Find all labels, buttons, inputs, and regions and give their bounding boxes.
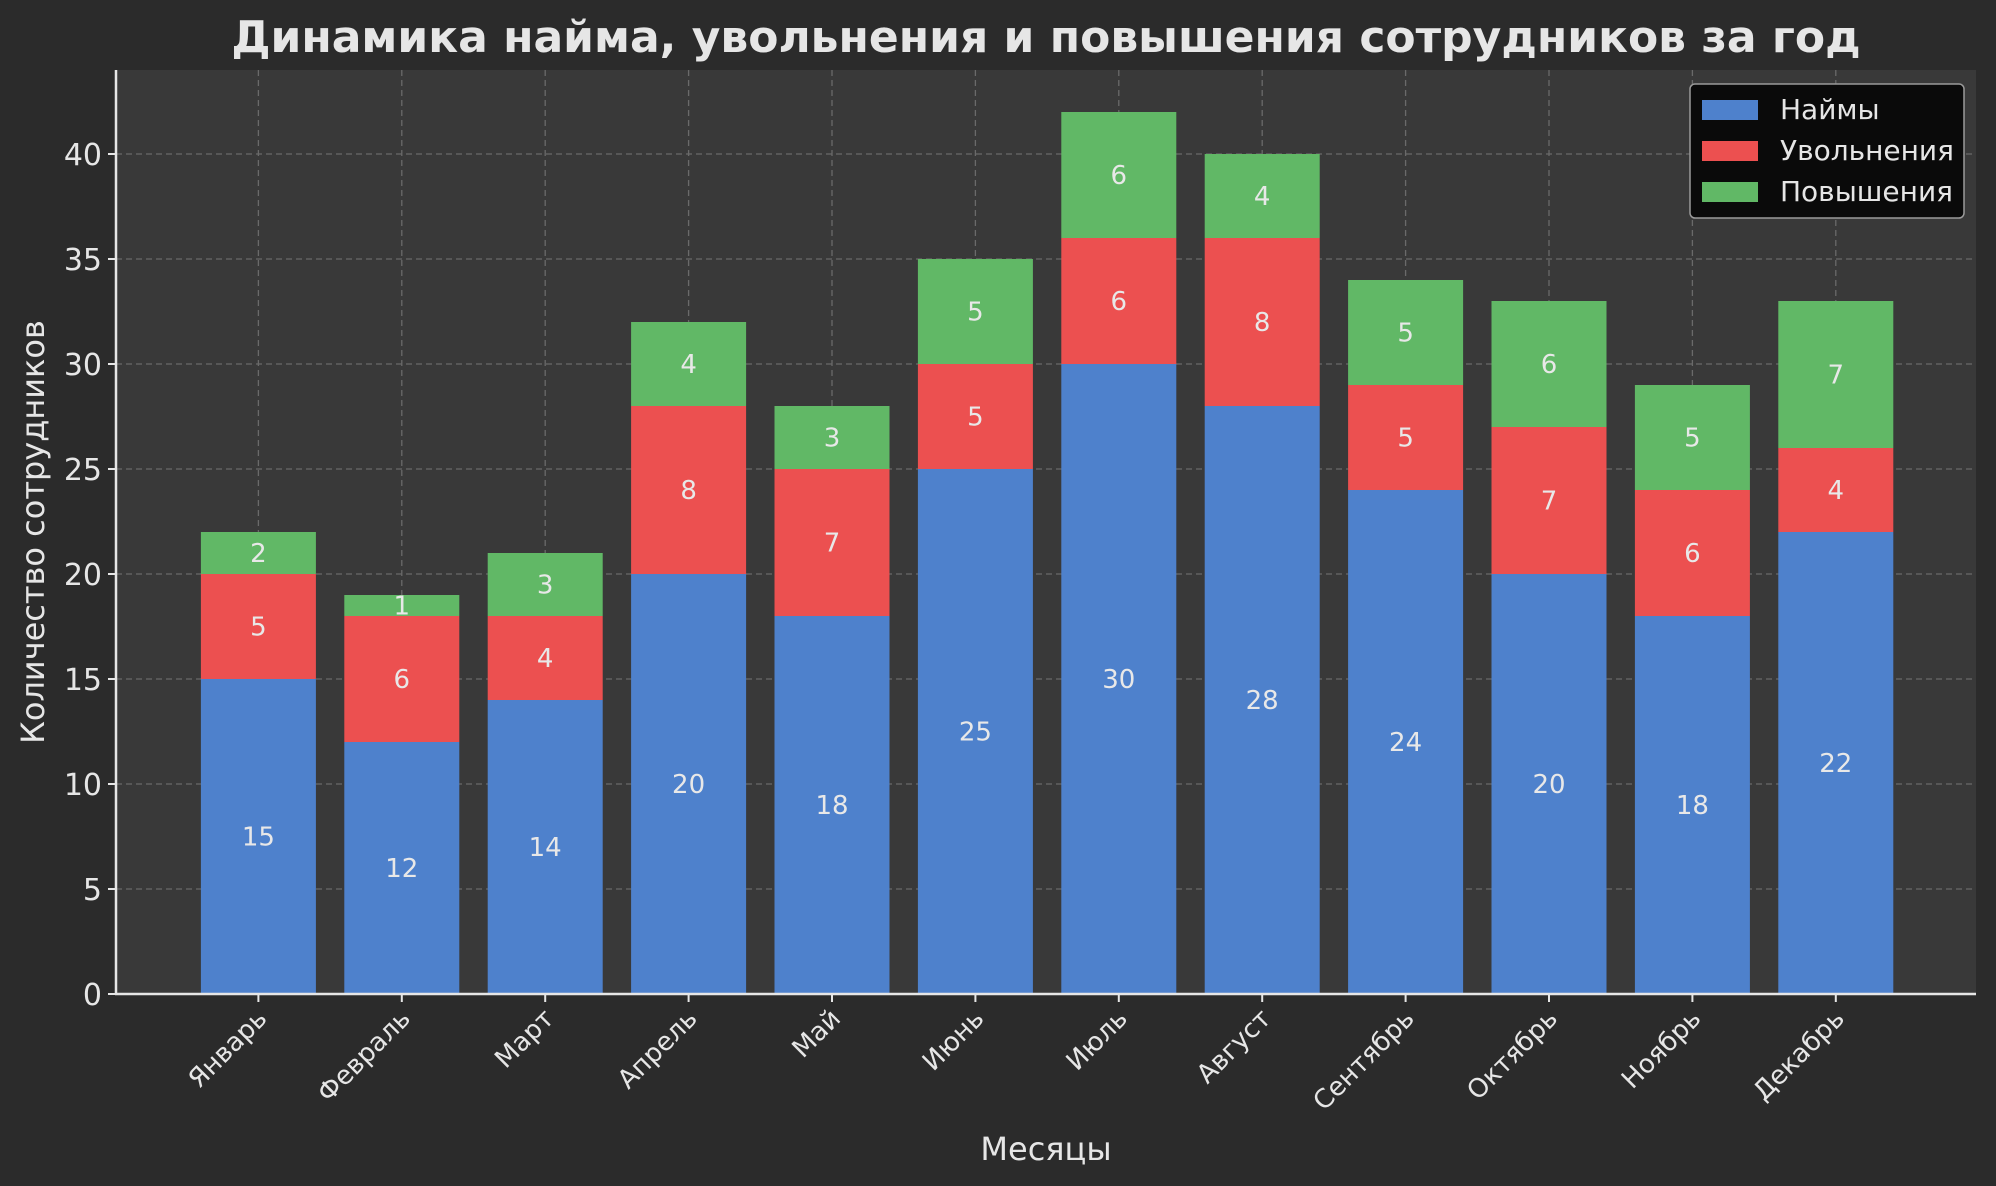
- bar-value-label: 5: [967, 298, 984, 328]
- bar-value-label: 6: [1111, 287, 1128, 317]
- bar-segment: [1204, 406, 1320, 994]
- y-tick-label: 40: [64, 138, 102, 173]
- bar-segment: [344, 595, 460, 616]
- y-tick-label: 15: [64, 663, 102, 698]
- bar-value-label: 5: [1397, 319, 1414, 349]
- bar-segment: [1778, 448, 1894, 532]
- bar-segment: [631, 406, 747, 574]
- bar-segment: [774, 616, 890, 994]
- bar-value-label: 3: [824, 424, 841, 454]
- bar-segment: [1061, 112, 1177, 238]
- bar-value-label: 4: [680, 350, 697, 380]
- y-tick-label: 5: [83, 873, 102, 908]
- bar-segment: [917, 259, 1033, 364]
- y-tick-label: 30: [64, 348, 102, 383]
- bar-value-label: 20: [1532, 770, 1565, 800]
- bar-value-label: 5: [1684, 424, 1701, 454]
- bar-segment: [1061, 238, 1177, 364]
- bar-segment: [631, 322, 747, 406]
- bar-value-label: 28: [1246, 686, 1279, 716]
- y-tick-label: 25: [64, 453, 102, 488]
- bar-segment: [487, 616, 603, 700]
- bar-segment: [1348, 490, 1464, 994]
- bar-segment: [344, 742, 460, 994]
- bar-value-label: 4: [1828, 476, 1845, 506]
- legend-swatch: [1702, 100, 1758, 120]
- bar-labels: 15 5 2 12 6 1 14 4 3 20 8 4 18 7 3 25 5 5 30 6 6 28 8 4 24 5 5 20 7 6…: [242, 161, 1852, 884]
- bar-segment: [917, 364, 1033, 469]
- x-axis-label: Месяцы: [980, 1130, 1111, 1168]
- legend-label: Увольнения: [1780, 134, 1954, 167]
- legend-label: Повышения: [1780, 175, 1953, 208]
- chart-title: Динамика найма, увольнения и повышения с…: [231, 12, 1860, 63]
- bar-value-label: 4: [537, 644, 554, 674]
- axes: [114, 70, 1976, 996]
- bar-value-label: 5: [1397, 424, 1414, 454]
- bar-value-label: 8: [680, 476, 697, 506]
- bar-value-label: 18: [1676, 791, 1709, 821]
- bar-value-label: 6: [1684, 539, 1701, 569]
- bar-value-label: 5: [967, 403, 984, 433]
- bars: [200, 112, 1894, 994]
- bar-value-label: 30: [1102, 665, 1135, 695]
- bar-segment: [487, 553, 603, 616]
- bar-value-label: 3: [537, 571, 554, 601]
- bar-value-label: 2: [250, 539, 267, 569]
- bar-value-label: 4: [1254, 182, 1271, 212]
- y-tick-label: 35: [64, 243, 102, 278]
- legend-swatch: [1702, 182, 1758, 202]
- bar-segment: [1348, 280, 1464, 385]
- bar-value-label: 8: [1254, 308, 1271, 338]
- bar-segment: [631, 574, 747, 994]
- bar-segment: [1061, 364, 1177, 994]
- bar-value-label: 7: [1541, 487, 1558, 517]
- bar-segment: [1204, 154, 1320, 238]
- bar-value-label: 7: [1828, 361, 1845, 391]
- bar-value-label: 1: [394, 592, 411, 622]
- bar-value-label: 7: [824, 529, 841, 559]
- bar-segment: [1634, 490, 1750, 616]
- bar-value-label: 6: [1111, 161, 1128, 191]
- bar-segment: [344, 616, 460, 742]
- bar-segment: [1491, 301, 1607, 427]
- legend: Наймы Увольнения Повышения: [1689, 83, 1965, 219]
- y-tick-label: 0: [83, 978, 102, 1013]
- bar-value-label: 25: [959, 718, 992, 748]
- bar-value-label: 12: [385, 854, 418, 884]
- y-axis-label: Количество сотрудников: [14, 320, 52, 744]
- bar-segment: [1348, 385, 1464, 490]
- bar-value-label: 24: [1389, 728, 1422, 758]
- bar-segment: [1634, 616, 1750, 994]
- bar-segment: [487, 700, 603, 994]
- bar-value-label: 18: [815, 791, 848, 821]
- y-tick-label: 20: [64, 558, 102, 593]
- y-tick-label: 10: [64, 768, 102, 803]
- bar-value-label: 20: [672, 770, 705, 800]
- bar-segment: [774, 469, 890, 616]
- bar-value-label: 15: [242, 823, 275, 853]
- legend-swatch: [1702, 141, 1758, 161]
- bar-segment: [1491, 574, 1607, 994]
- legend-label: Наймы: [1780, 93, 1880, 126]
- bar-value-label: 22: [1819, 749, 1852, 779]
- bar-segment: [200, 532, 316, 574]
- bar-segment: [1778, 532, 1894, 994]
- bar-value-label: 6: [1541, 350, 1558, 380]
- bar-segment: [917, 469, 1033, 994]
- bar-segment: [200, 574, 316, 679]
- bar-segment: [200, 679, 316, 994]
- bar-value-label: 6: [394, 665, 411, 695]
- bar-segment: [774, 406, 890, 469]
- bar-segment: [1778, 301, 1894, 448]
- y-tick-labels: 0 5 10 15 20 25 30 35 40: [64, 138, 116, 1013]
- bar-segment: [1204, 238, 1320, 406]
- bar-value-label: 14: [529, 833, 562, 863]
- bar-value-label: 5: [250, 613, 267, 643]
- bar-segment: [1634, 385, 1750, 490]
- legend-box: [1689, 83, 1965, 219]
- bar-segment: [1491, 427, 1607, 574]
